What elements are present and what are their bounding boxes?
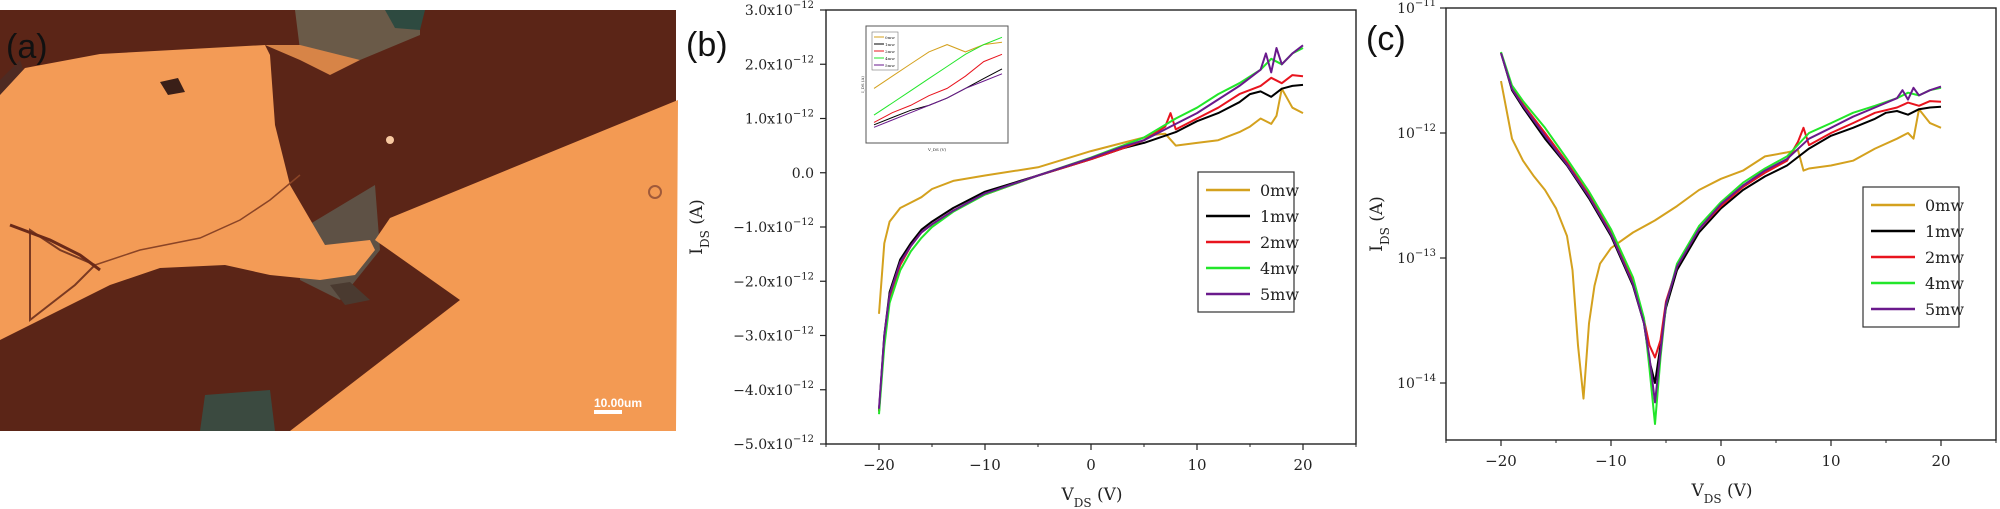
x-tick-label: 0 (1716, 452, 1726, 470)
y-tick-label: −1.0x10−12 (733, 217, 814, 236)
legend-label-2mw: 2mw (1925, 248, 1964, 267)
panel-label-a: (a) (6, 28, 48, 66)
x-tick-label: 20 (1293, 456, 1312, 474)
photo-speck-4 (330, 282, 370, 305)
y-tick-label: 10−13 (1397, 248, 1436, 267)
y-tick-label: −5.0x10−12 (733, 434, 814, 453)
legend-label-0mw: 0mw (1260, 181, 1299, 200)
legend-label-0mw: 0mw (1925, 196, 1964, 215)
y-tick-label: 10−12 (1397, 123, 1436, 142)
photo-greenish-flake (385, 10, 425, 30)
photo-dark-flake-top (295, 10, 420, 60)
microscope-image: 10.00um (0, 10, 678, 431)
scale-bar (594, 410, 622, 414)
x-tick-label: 10 (1821, 452, 1840, 470)
inset-legend-label-4mw: 4mw (885, 56, 895, 61)
y-tick-label: 2.0x10−12 (745, 54, 814, 73)
scale-bar-text: 10.00um (594, 396, 642, 410)
legend-label-4mw: 4mw (1260, 259, 1299, 278)
panel-label-c: (c) (1366, 20, 1406, 58)
photo-crack-2 (94, 174, 301, 266)
y-tick-label: 10−14 (1397, 373, 1436, 392)
y-tick-label: 0.0 (792, 166, 814, 182)
x-tick-label: −10 (1595, 452, 1627, 470)
inset-y-label: I_DS (A) (860, 76, 865, 93)
legend-label-4mw: 4mw (1925, 274, 1964, 293)
y-tick-label: −3.0x10−12 (733, 326, 814, 345)
x-tick-label: −20 (1485, 452, 1517, 470)
photo-crack-3 (9, 223, 101, 272)
chart-b: −20 −10 0 10 20 −5.0x10−12 −4.0x10−12 −3.0x10−1… (687, 0, 1357, 509)
photo-speck-3 (648, 185, 662, 199)
x-tick-label: −10 (969, 456, 1001, 474)
legend-label-2mw: 2mw (1260, 233, 1299, 252)
legend-label-1mw: 1mw (1260, 207, 1299, 226)
inset-series-2mw (873, 53, 1003, 123)
inset-series-5mw (873, 73, 1003, 128)
x-tick-label: 20 (1931, 452, 1950, 470)
legend-label-1mw: 1mw (1925, 222, 1964, 241)
y-tick-label: 3.0x10−12 (745, 0, 814, 19)
panel-label-b: (b) (686, 26, 728, 64)
inset-legend-label-0mw: 0mw (885, 35, 895, 40)
series-line-5mw (878, 44, 1304, 409)
photo-flake-edge (265, 45, 360, 75)
chart-c: −20 −10 0 10 20 10−14 10−13 10−12 10−11 VDS (V) ID… (1367, 0, 1997, 506)
x-axis-label: VDS (V) (1690, 481, 1752, 506)
inset-legend-label-2mw: 2mw (885, 49, 895, 54)
y-tick-label: −4.0x10−12 (733, 380, 814, 399)
y-tick-label: 10−11 (1397, 0, 1436, 17)
x-axis-label: VDS (V) (1060, 485, 1122, 509)
inset-x-label: V_DS (V) (927, 147, 947, 152)
photo-dark-flake-bottom (200, 390, 275, 431)
y-axis-label: IDS (A) (1367, 196, 1392, 252)
inset-legend-label-5mw: 5mw (885, 63, 895, 68)
x-tick-label: −20 (863, 456, 895, 474)
inset-chart: 0mw 1mw 2mw 4mw 5mw V_DS (V) I_DS (A) (860, 25, 1009, 152)
inset-series-4mw (873, 36, 1003, 116)
photo-crack-1 (29, 228, 97, 323)
x-tick-label: 10 (1187, 456, 1206, 474)
photo-speck-1 (160, 78, 185, 95)
series-line-5mw (1500, 52, 1942, 404)
legend-label-5mw: 5mw (1925, 300, 1964, 319)
y-axis-label: IDS (A) (687, 199, 712, 255)
photo-speck-2 (386, 136, 394, 144)
x-tick-label: 0 (1086, 456, 1096, 474)
legend-label-5mw: 5mw (1260, 285, 1299, 304)
y-tick-label: −2.0x10−12 (733, 271, 814, 290)
photo-orange-flake-right (290, 100, 678, 431)
y-tick-label: 1.0x10−12 (745, 109, 814, 128)
series-line-0mw (1500, 80, 1942, 400)
inset-legend-label-1mw: 1mw (885, 42, 895, 47)
